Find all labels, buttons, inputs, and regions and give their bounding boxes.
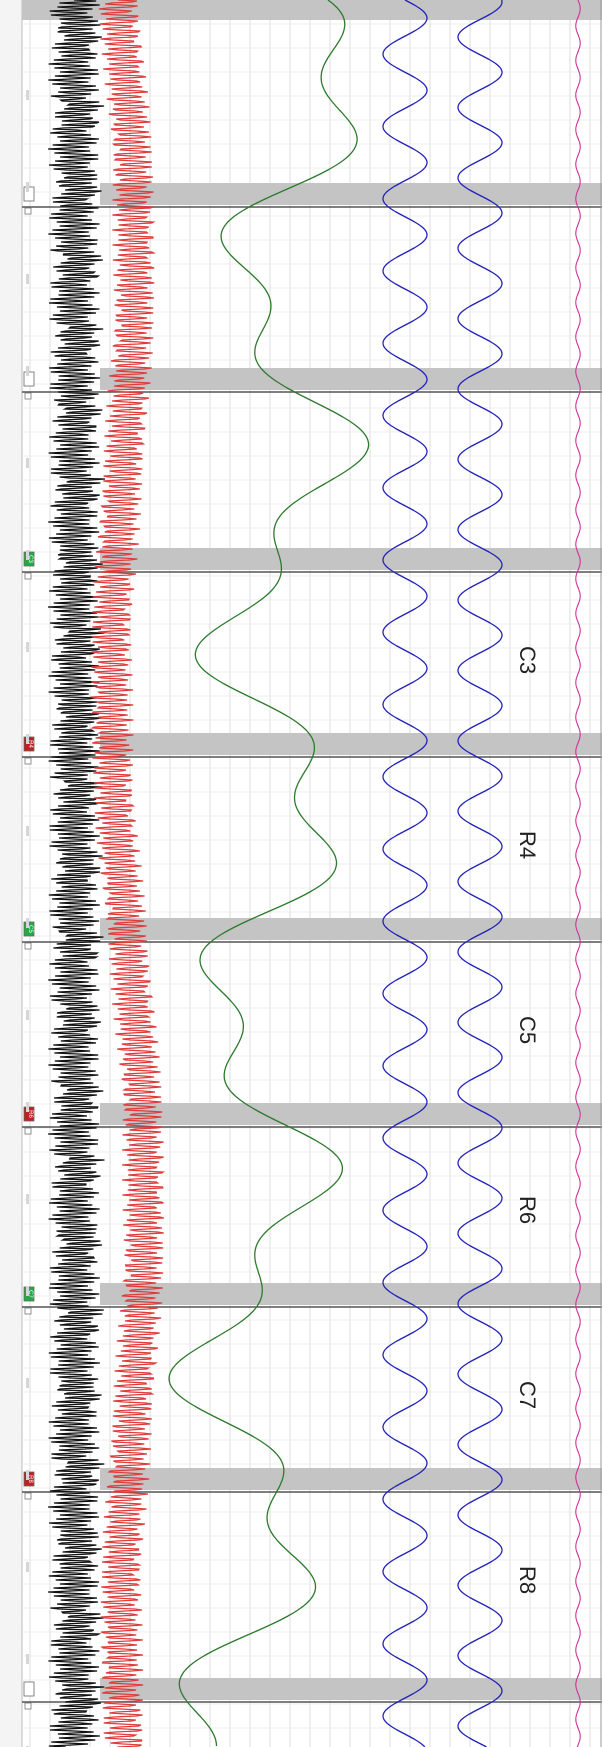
event-band: [100, 1678, 602, 1700]
event-band: [100, 1283, 602, 1305]
grid: [22, 0, 602, 1747]
time-tick: [26, 734, 29, 744]
waveform-channel-4: [382, 0, 428, 1747]
time-tick: [26, 1470, 29, 1480]
event-markers: N1 SR2 C3 R4 C5 R6 C7 R8 SR: [23, 186, 35, 1710]
phase-label-r8: R8: [515, 1566, 540, 1594]
waveform-channel-3: [168, 0, 370, 1747]
event-band: [100, 733, 602, 755]
time-tick: [26, 918, 29, 928]
phase-label-c3: C3: [515, 646, 540, 674]
time-tick: [26, 182, 29, 192]
time-tick: [26, 90, 29, 100]
event-marker-code: C7: [27, 1290, 33, 1298]
event-marker-handle[interactable]: [24, 942, 32, 950]
event-marker-handle[interactable]: [24, 1492, 32, 1500]
event-marker-code: C5: [27, 925, 33, 933]
event-marker-handle[interactable]: [24, 1307, 32, 1315]
event-marker-handle[interactable]: [24, 757, 32, 765]
event-marker-code: N1: [27, 190, 33, 198]
time-tick: [26, 1010, 29, 1020]
event-marker-code: R8: [27, 1475, 33, 1483]
time-tick: [26, 826, 29, 836]
time-tick: [26, 366, 29, 376]
event-marker-code: SR: [27, 1685, 33, 1694]
phase-label-r6: R6: [515, 1196, 540, 1224]
event-band: [100, 183, 602, 205]
waveform-channel-6: [575, 0, 581, 1747]
event-bands: [22, 0, 602, 1700]
phase-labels: C3 R4 C5 R6 C7 R8: [515, 646, 540, 1594]
time-tick: [26, 1562, 29, 1572]
event-marker-handle[interactable]: [24, 1702, 32, 1710]
waveform-channel-1: [47, 0, 106, 1747]
event-marker-code: R4: [27, 740, 33, 748]
event-marker-sr[interactable]: SR: [23, 1681, 35, 1710]
event-band: [100, 1468, 602, 1490]
time-tick: [26, 1286, 29, 1296]
event-marker-code: C3: [27, 555, 33, 563]
event-band: [100, 918, 602, 940]
time-tick: [26, 1654, 29, 1664]
time-tick: [26, 1102, 29, 1112]
event-band: [100, 368, 602, 390]
event-marker-handle[interactable]: [24, 207, 32, 215]
event-band: [100, 1103, 602, 1125]
phase-label-r4: R4: [515, 831, 540, 859]
waveform-channel-2: [89, 0, 165, 1747]
marker-lane: [0, 0, 22, 1747]
event-band: [22, 0, 602, 20]
event-marker-handle[interactable]: [24, 1127, 32, 1135]
time-tick: [26, 458, 29, 468]
phase-label-c7: C7: [515, 1381, 540, 1409]
event-band: [100, 548, 602, 570]
time-tick: [26, 274, 29, 284]
time-tick: [26, 550, 29, 560]
event-marker-handle[interactable]: [24, 392, 32, 400]
event-marker-box[interactable]: [23, 1681, 35, 1697]
event-marker-sr2[interactable]: SR2: [23, 371, 35, 400]
time-tick: [26, 642, 29, 652]
event-marker-code: SR2: [27, 373, 33, 385]
event-marker-code: R6: [27, 1110, 33, 1118]
event-marker-handle[interactable]: [24, 572, 32, 580]
waveform-channel-5: [457, 0, 503, 1747]
time-tick: [26, 1378, 29, 1388]
phase-label-c5: C5: [515, 1016, 540, 1044]
time-tick: [26, 1194, 29, 1204]
